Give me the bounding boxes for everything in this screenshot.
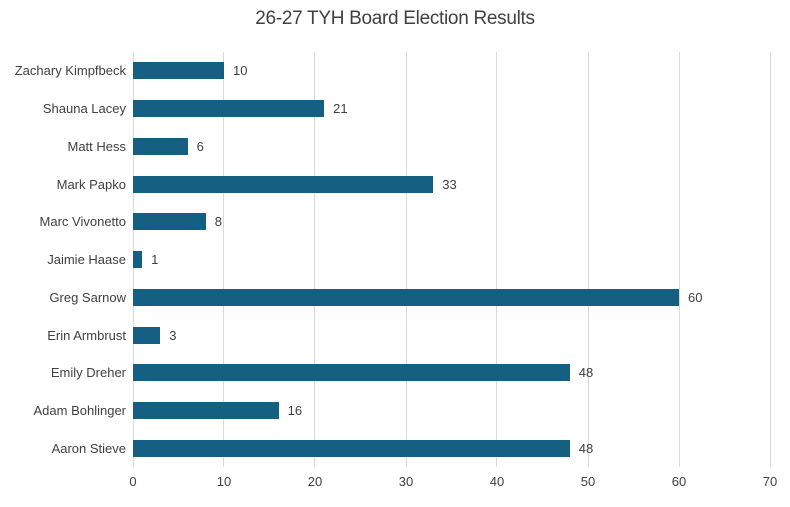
bar-row: 10 (133, 52, 770, 90)
bar (133, 288, 679, 306)
gridline (678, 52, 680, 467)
bar (133, 213, 206, 231)
category-axis: Zachary Kimpfbeck Shauna Lacey Matt Hess Ma… (0, 52, 126, 467)
gridline (769, 52, 771, 467)
bar-row: 16 (133, 392, 770, 430)
gridline (587, 52, 589, 467)
bar (133, 175, 434, 193)
x-tick-label: 10 (216, 474, 232, 489)
gridline (223, 52, 225, 467)
bar-row: 1 (133, 241, 770, 279)
category-label: Greg Sarnow (49, 289, 126, 305)
category-label: Marc Vivonetto (39, 214, 126, 230)
bar-row: 6 (133, 127, 770, 165)
gridline (405, 52, 407, 467)
bar-value-label: 60 (688, 289, 703, 305)
gridline (496, 52, 498, 467)
bar-row: 60 (133, 278, 770, 316)
gridline (314, 52, 316, 467)
x-tick-label: 40 (489, 474, 505, 489)
category-label: Shauna Lacey (42, 101, 126, 117)
bar (133, 364, 570, 382)
x-axis: 0 10 20 30 40 50 60 70 (129, 468, 777, 496)
bar-value-label: 10 (233, 63, 248, 79)
category-label: Aaron Stieve (51, 440, 126, 456)
bar-value-label: 33 (442, 176, 457, 192)
category-label: Zachary Kimpfbeck (14, 63, 126, 79)
bar-row: 48 (133, 429, 770, 467)
x-tick-label: 60 (671, 474, 687, 489)
bar-row: 33 (133, 165, 770, 203)
bar-value-label: 16 (287, 402, 303, 418)
bar-value-label: 48 (578, 440, 594, 456)
bar-row: 21 (133, 90, 770, 128)
x-tick-label: 20 (307, 474, 323, 489)
bar-row: 3 (133, 316, 770, 354)
category-label: Mark Papko (56, 176, 126, 192)
category-label: Adam Bohlinger (33, 402, 127, 418)
bar-value-label: 48 (578, 365, 594, 381)
bar (133, 251, 143, 269)
bar-value-label: 3 (169, 327, 177, 343)
x-tick-label: 70 (762, 474, 778, 489)
x-tick-label: 30 (398, 474, 414, 489)
bar-value-label: 1 (151, 252, 159, 268)
x-tick-label: 50 (580, 474, 596, 489)
category-label: Emily Dreher (50, 365, 126, 381)
category-label: Matt Hess (67, 138, 126, 154)
bar-row: 8 (133, 203, 770, 241)
category-label: Jaimie Haase (47, 252, 126, 268)
x-tick-label: 0 (129, 474, 137, 489)
bar (133, 326, 161, 344)
bar (133, 62, 224, 80)
chart-title: 26-27 TYH Board Election Results (255, 8, 535, 29)
bar (133, 401, 279, 419)
category-label: Erin Armbrust (47, 327, 126, 343)
bar (133, 100, 325, 118)
bar (133, 137, 188, 155)
plot-area: 10 21 6 33 8 1 60 3 48 16 48 (132, 52, 771, 467)
bar (133, 439, 570, 457)
bar-rows: 10 21 6 33 8 1 60 3 48 16 48 (133, 52, 770, 467)
bar-value-label: 8 (214, 214, 223, 230)
bar-value-label: 21 (333, 101, 348, 117)
bar-row: 48 (133, 354, 770, 392)
bar-value-label: 6 (196, 138, 204, 154)
